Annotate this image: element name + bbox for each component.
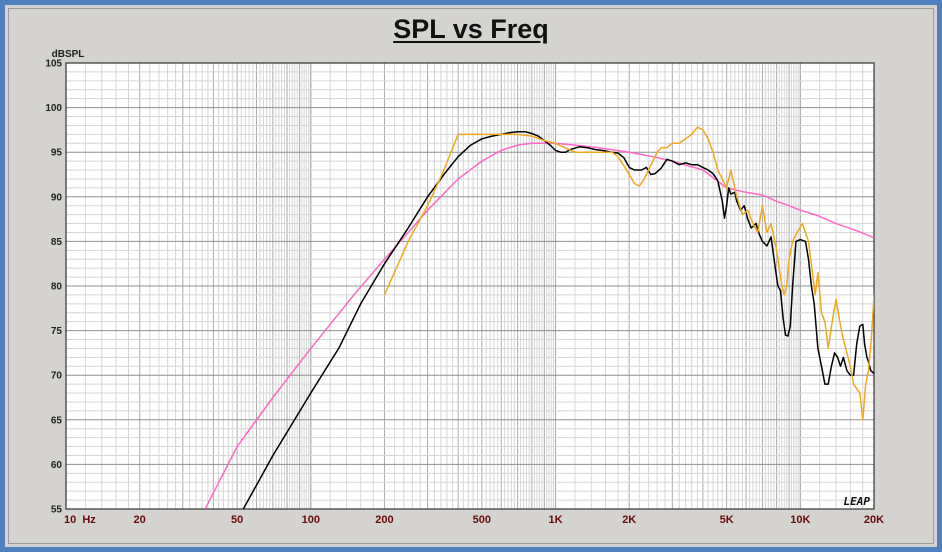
y-axis-label: dBSPL [52,49,85,60]
x-tick-label: 10K [790,514,810,526]
y-tick-label: 70 [51,371,63,382]
y-tick-label: 55 [51,505,63,516]
x-tick-label: 1K [549,514,563,526]
x-tick-label: 200 [375,514,393,526]
y-tick-label: 60 [51,460,63,471]
series-line-1 [242,130,874,509]
y-tick-label: 65 [51,415,63,426]
y-tick-label: 90 [51,192,63,203]
y-tick-label: 85 [51,237,63,248]
y-tick-label: 100 [45,103,62,114]
x-tick-label: 5K [720,514,734,526]
x-tick-label: 2K [622,514,636,526]
x-tick-label: 50 [231,514,243,526]
grid [65,62,875,510]
y-tick-label: 105 [45,59,62,70]
chart-title-text: SPL vs Freq [393,14,549,44]
plot-border [65,62,875,510]
chart-title: SPL vs Freq [0,14,942,45]
series-group [204,126,874,509]
x-tick-label: 20K [864,514,884,526]
x-tick-label: 500 [473,514,491,526]
x-tick-label: 10 Hz [64,514,96,526]
y-tick-label: 95 [51,148,63,159]
y-tick-label: 80 [51,282,63,293]
leap-logo: LEAP [844,495,871,508]
x-tick-label: 100 [302,514,320,526]
series-line-2 [383,126,874,421]
y-tick-label: 75 [51,326,63,337]
series-line-0 [204,142,874,509]
x-tick-label: 20 [134,514,146,526]
